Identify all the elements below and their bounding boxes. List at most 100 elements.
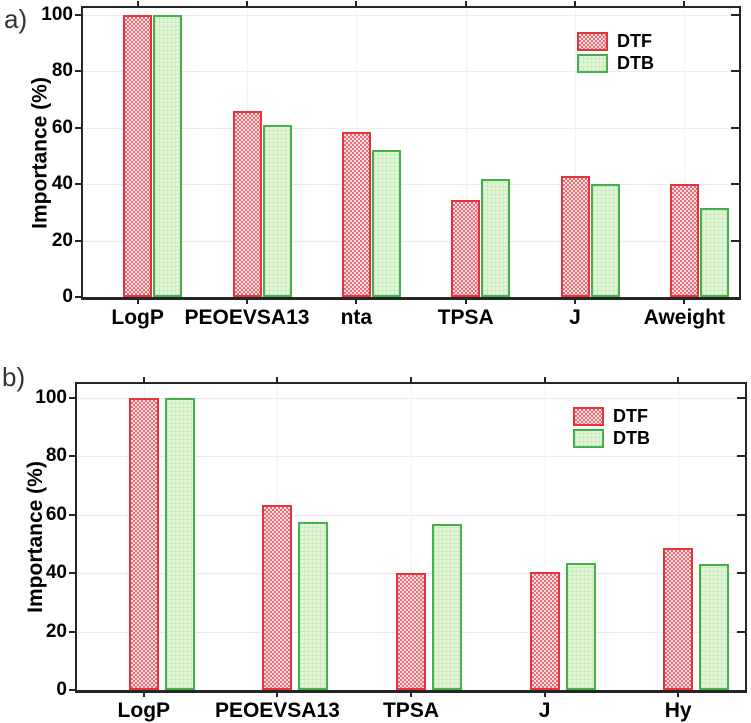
gridline-vertical bbox=[678, 384, 680, 690]
gridline-horizontal bbox=[83, 15, 739, 17]
bar-dtf-tpsa bbox=[396, 573, 426, 690]
gridline-vertical bbox=[544, 384, 546, 690]
x-tick-mark-top bbox=[276, 377, 279, 382]
gridline-horizontal bbox=[83, 127, 739, 129]
legend-row-dtb: DTB bbox=[573, 427, 650, 449]
legend-label-dtf: DTF bbox=[617, 31, 652, 51]
bar-dtb-aweight bbox=[699, 208, 729, 297]
y-tick-label: 60 bbox=[51, 116, 73, 138]
x-tick-label-j: J bbox=[569, 306, 581, 329]
bar-dtf-logp bbox=[123, 15, 153, 297]
x-tick-label-aweight: Aweight bbox=[643, 306, 725, 329]
bar-dtb-hy bbox=[699, 564, 730, 690]
y-tick-mark-left bbox=[75, 14, 81, 17]
bar-dtf-j bbox=[529, 571, 560, 690]
x-tick-mark-top bbox=[246, 1, 248, 6]
x-tick-mark-top bbox=[574, 1, 576, 6]
x-tick-mark-top bbox=[683, 1, 686, 6]
y-tick-mark-left bbox=[69, 630, 75, 633]
y-tick-mark-right bbox=[731, 70, 739, 73]
bar-dtf-aweight bbox=[669, 184, 699, 297]
y-tick-label: 40 bbox=[51, 173, 73, 195]
y-tick-label: 0 bbox=[56, 679, 67, 700]
y-tick-label: 20 bbox=[45, 620, 67, 642]
bar-dtb-j bbox=[590, 184, 620, 297]
bar-dtb-tpsa bbox=[432, 523, 462, 690]
legend-swatch-dtf bbox=[573, 406, 604, 426]
y-tick-mark-right bbox=[737, 397, 745, 399]
y-tick-label: 0 bbox=[62, 286, 73, 307]
y-tick-mark-left bbox=[69, 689, 75, 691]
legend-label-dtf: DTF bbox=[613, 406, 648, 426]
x-tick-label-tpsa: TPSA bbox=[437, 306, 494, 329]
y-tick-mark-left bbox=[75, 183, 81, 186]
y-tick-label: 80 bbox=[45, 445, 67, 467]
bar-dtb-nta bbox=[371, 150, 401, 297]
bar-dtb-logp bbox=[164, 398, 195, 690]
y-tick-mark-left bbox=[75, 126, 81, 129]
x-tick-label-peoevsa13: PEOEVSA13 bbox=[184, 306, 310, 329]
gridline-vertical bbox=[465, 8, 467, 297]
x-tick-mark-top bbox=[142, 377, 145, 382]
y-tick-mark-right bbox=[731, 183, 739, 186]
y-tick-mark-left bbox=[75, 70, 81, 73]
plot-area bbox=[81, 6, 741, 300]
y-tick-label: 80 bbox=[51, 60, 73, 82]
legend-row-dtb: DTB bbox=[577, 52, 654, 74]
legend-row-dtf: DTF bbox=[573, 405, 650, 427]
x-tick-mark-top bbox=[355, 1, 358, 6]
gridline-vertical bbox=[684, 8, 686, 297]
y-tick-mark-left bbox=[69, 455, 75, 458]
gridline-horizontal bbox=[83, 240, 739, 242]
y-tick-label: 60 bbox=[45, 503, 67, 525]
y-tick-label: 100 bbox=[35, 387, 67, 408]
x-tick-label-logp: LogP bbox=[117, 699, 171, 722]
legend: DTF DTB bbox=[573, 405, 650, 449]
bar-dtb-tpsa bbox=[481, 178, 511, 297]
y-tick-mark-right bbox=[731, 14, 739, 17]
x-tick-mark-bottom bbox=[677, 693, 680, 697]
bar-dtf-peoevsa13 bbox=[262, 504, 293, 690]
x-tick-label-nta: nta bbox=[340, 306, 373, 329]
gridline-vertical bbox=[411, 384, 412, 690]
legend: DTF DTB bbox=[577, 30, 654, 74]
x-tick-mark-bottom bbox=[683, 300, 686, 304]
x-tick-mark-bottom bbox=[410, 693, 412, 697]
x-tick-mark-top bbox=[410, 377, 412, 382]
x-tick-mark-bottom bbox=[355, 300, 358, 304]
x-tick-label-hy: Hy bbox=[664, 699, 692, 722]
x-tick-mark-bottom bbox=[543, 693, 546, 697]
gridline-vertical bbox=[575, 8, 576, 297]
x-tick-mark-bottom bbox=[246, 300, 248, 304]
x-tick-mark-top bbox=[677, 377, 680, 382]
x-tick-label-peoevsa13: PEOEVSA13 bbox=[214, 699, 340, 722]
y-tick-mark-left bbox=[75, 239, 81, 242]
y-tick-mark-right bbox=[731, 126, 739, 129]
x-tick-mark-bottom bbox=[136, 300, 139, 304]
y-tick-label: 40 bbox=[45, 562, 67, 584]
legend-swatch-dtb bbox=[573, 428, 604, 448]
y-tick-mark-right bbox=[737, 630, 745, 633]
bar-dtb-j bbox=[565, 562, 596, 690]
x-tick-mark-top bbox=[136, 1, 139, 6]
x-tick-label-tpsa: TPSA bbox=[382, 699, 439, 722]
legend-label-dtb: DTB bbox=[617, 53, 654, 73]
x-tick-mark-bottom bbox=[464, 300, 467, 304]
panel-label: b) bbox=[2, 362, 26, 392]
x-tick-mark-bottom bbox=[142, 693, 145, 697]
legend-row-dtf: DTF bbox=[577, 30, 654, 52]
y-tick-mark-right bbox=[737, 513, 745, 516]
x-tick-mark-top bbox=[543, 377, 546, 382]
y-tick-label: 20 bbox=[51, 229, 73, 251]
y-tick-mark-left bbox=[69, 397, 75, 399]
bar-dtb-peoevsa13 bbox=[262, 125, 292, 297]
x-tick-mark-bottom bbox=[276, 693, 279, 697]
x-tick-mark-top bbox=[464, 1, 467, 6]
bar-dtb-logp bbox=[153, 15, 183, 297]
y-axis-title: Importance (%) bbox=[24, 461, 47, 613]
bar-dtf-nta bbox=[341, 132, 371, 297]
x-tick-mark-bottom bbox=[574, 300, 576, 304]
y-tick-label: 100 bbox=[41, 4, 73, 26]
